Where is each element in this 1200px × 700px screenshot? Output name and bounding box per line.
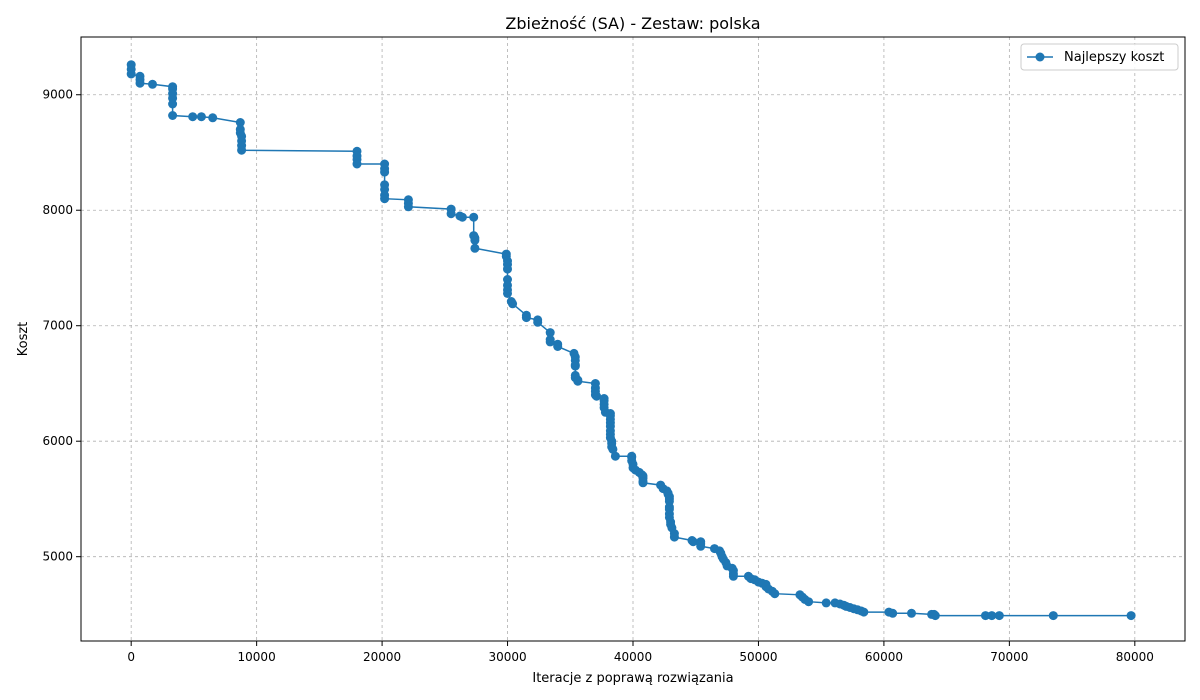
data-point [196, 112, 206, 122]
data-point [610, 451, 620, 461]
x-tick-label: 70000 [990, 650, 1028, 664]
series-layer [126, 60, 1136, 621]
data-point [135, 78, 145, 88]
data-point [608, 444, 618, 454]
data-point [470, 243, 480, 253]
data-point [592, 391, 602, 401]
data-point [804, 597, 814, 607]
data-point [521, 313, 531, 323]
grid-lines [81, 37, 1185, 641]
data-point [237, 145, 247, 155]
data-point [503, 264, 512, 274]
data-point [987, 611, 997, 621]
legend-box [1020, 43, 1179, 71]
x-tick-label: 60000 [865, 650, 903, 664]
data-point [126, 69, 136, 79]
data-point [457, 212, 467, 222]
data-point [638, 478, 648, 488]
data-point [994, 611, 1004, 621]
data-point [380, 194, 390, 204]
y-axis-label: Koszt [16, 322, 31, 357]
data-point [930, 611, 940, 621]
data-point [888, 608, 898, 618]
x-tick-label: 20000 [363, 650, 401, 664]
data-point [545, 337, 555, 347]
y-tick-label: 5000 [42, 550, 73, 564]
data-point [728, 571, 738, 581]
data-point [981, 611, 990, 621]
data-point [545, 328, 555, 338]
legend-point-marker [1035, 52, 1045, 62]
data-point [696, 541, 706, 551]
legend: Najlepszy koszt [1020, 43, 1179, 71]
y-tick-label: 8000 [42, 203, 73, 217]
x-tick-label: 10000 [238, 650, 276, 664]
legend-label: Najlepszy koszt [1064, 50, 1164, 65]
data-point [503, 288, 512, 298]
data-point [148, 79, 157, 89]
data-point [470, 235, 480, 245]
data-point [403, 202, 413, 212]
x-tick-label: 30000 [488, 650, 526, 664]
data-point [188, 112, 198, 122]
x-tick-label: 40000 [614, 650, 652, 664]
data-point [1048, 611, 1058, 621]
y-tick-label: 9000 [42, 88, 73, 102]
data-point [770, 589, 780, 599]
chart-title: Zbieżność (SA) - Zestaw: polska [505, 14, 760, 33]
data-point [446, 209, 456, 219]
data-point [570, 361, 580, 371]
data-point [573, 376, 583, 386]
data-point [235, 118, 245, 127]
data-point [208, 113, 218, 123]
x-tick-label: 50000 [739, 650, 777, 664]
data-point [168, 99, 178, 109]
data-point [508, 299, 518, 309]
data-point [553, 342, 563, 351]
data-point [533, 317, 543, 327]
data-point [688, 537, 698, 547]
y-tick-label: 7000 [42, 319, 73, 333]
data-point [821, 598, 831, 608]
x-tick-label: 80000 [1116, 650, 1154, 664]
axis-ticks: 0 10000 20000 30000 40000 50000 60000 70000 8000… [42, 88, 1153, 664]
data-point [352, 159, 362, 169]
series-line [130, 64, 1132, 617]
data-point [380, 167, 390, 177]
y-tick-label: 6000 [42, 434, 73, 448]
data-point [859, 607, 869, 617]
data-point [1126, 611, 1136, 621]
data-point [907, 608, 916, 618]
data-point [669, 532, 679, 542]
data-point [469, 212, 479, 222]
x-axis-label: Iteracje z poprawą rozwiązania [532, 671, 733, 686]
x-tick-label: 0 [127, 650, 135, 664]
data-point [168, 111, 178, 120]
